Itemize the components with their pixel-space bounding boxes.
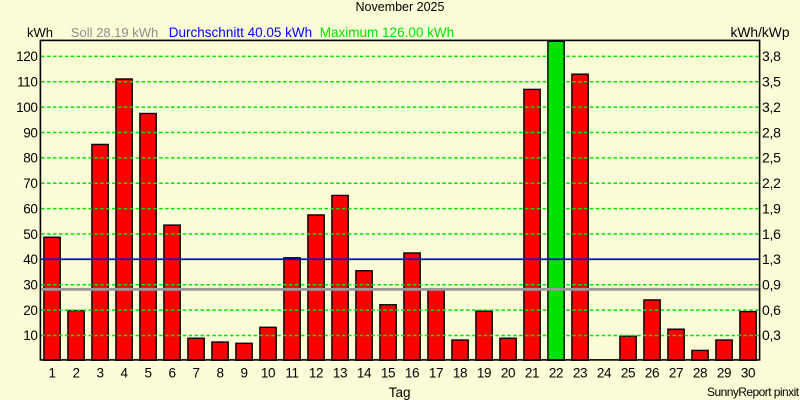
svg-text:25: 25 [621,365,635,380]
svg-text:60: 60 [23,201,37,216]
svg-text:23: 23 [573,365,587,380]
svg-text:11: 11 [285,365,298,380]
svg-text:28: 28 [693,365,707,380]
svg-text:SunnyReport pinxit: SunnyReport pinxit [707,385,800,399]
svg-text:10: 10 [261,365,275,380]
svg-text:29: 29 [717,365,731,380]
svg-text:22: 22 [549,365,563,380]
svg-text:100: 100 [16,100,37,115]
svg-text:1,9: 1,9 [762,200,781,216]
svg-text:6: 6 [168,365,175,380]
svg-text:13: 13 [333,365,347,380]
svg-text:kWh/kWp: kWh/kWp [730,25,789,40]
svg-text:5: 5 [144,365,151,380]
svg-text:3: 3 [96,365,103,380]
svg-text:1,3: 1,3 [762,251,781,267]
svg-text:3,5: 3,5 [762,74,781,90]
svg-text:16: 16 [405,365,419,380]
svg-text:2,5: 2,5 [762,150,781,166]
svg-text:70: 70 [23,176,37,191]
svg-text:10: 10 [23,328,37,343]
svg-text:26: 26 [645,365,659,380]
svg-text:120: 120 [16,49,37,64]
svg-text:90: 90 [23,125,37,140]
svg-text:1,6: 1,6 [762,226,781,242]
svg-text:kWh: kWh [27,25,53,40]
svg-text:0,6: 0,6 [762,302,781,318]
svg-text:15: 15 [381,365,395,380]
svg-text:14: 14 [357,365,372,380]
svg-text:30: 30 [741,365,755,380]
svg-text:7: 7 [192,365,199,380]
svg-text:24: 24 [597,365,612,380]
svg-text:80: 80 [23,151,37,166]
svg-text:19: 19 [477,365,491,380]
svg-text:21: 21 [525,365,539,380]
svg-text:2,2: 2,2 [762,175,781,191]
svg-text:40: 40 [23,252,37,267]
svg-text:0,9: 0,9 [762,277,781,293]
svg-text:0,3: 0,3 [762,327,781,343]
svg-text:20: 20 [501,365,515,380]
svg-text:20: 20 [23,303,37,318]
svg-text:Maximum 126.00 kWh: Maximum 126.00 kWh [320,25,454,40]
svg-text:1: 1 [48,365,55,380]
svg-text:4: 4 [120,365,128,380]
svg-text:2,8: 2,8 [762,124,781,140]
svg-text:November 2025: November 2025 [356,0,445,14]
svg-text:12: 12 [309,365,323,380]
svg-text:Soll 28.19 kWh: Soll 28.19 kWh [71,25,158,40]
svg-text:9: 9 [240,365,247,380]
svg-text:17: 17 [429,365,443,380]
svg-text:2: 2 [72,365,79,380]
svg-text:30: 30 [23,278,37,293]
svg-text:Durchschnitt 40.05 kWh: Durchschnitt 40.05 kWh [169,25,312,40]
svg-text:110: 110 [17,75,37,90]
svg-text:3,2: 3,2 [762,99,781,115]
svg-text:27: 27 [669,365,683,380]
svg-text:8: 8 [216,365,223,380]
svg-text:3,8: 3,8 [762,48,781,64]
svg-text:50: 50 [23,227,37,242]
svg-text:18: 18 [453,365,467,380]
svg-text:Tag: Tag [389,385,411,400]
